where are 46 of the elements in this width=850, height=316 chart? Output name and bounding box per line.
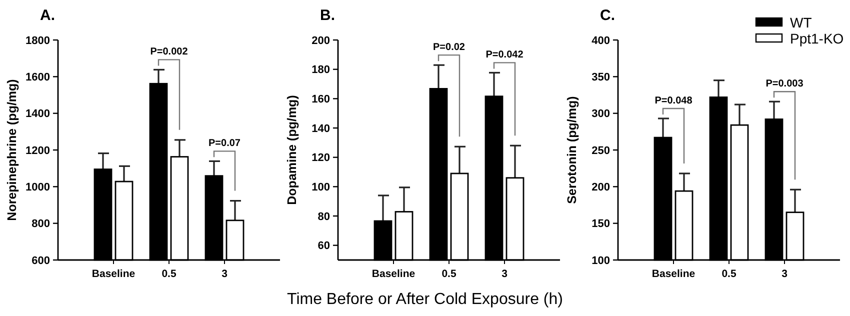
x-tick-label: 0.5: [442, 268, 456, 280]
x-tick-label: 0.5: [722, 268, 736, 280]
y-tick-label: 200: [312, 34, 330, 47]
x-tick-label: Baseline: [92, 268, 136, 280]
y-tick-label: 1000: [26, 182, 50, 194]
annotation: P=0.003: [766, 78, 804, 90]
x-axis-title: Time Before or After Cold Exposure (h): [287, 291, 563, 308]
y-tick-label: 180: [312, 64, 330, 76]
y-axis-title: Dopamine (pg/mg): [285, 95, 299, 205]
y-tick-label: 350: [592, 72, 610, 84]
annotation: P=0.048: [654, 95, 693, 106]
x-tick-label: 3: [502, 268, 508, 280]
y-tick-label: 160: [312, 94, 330, 106]
chart-title: C.: [600, 7, 615, 24]
y-tick-label: 120: [312, 152, 330, 164]
y-tick-label: 150: [592, 218, 610, 230]
y-tick-label: 1200: [26, 144, 50, 157]
annotation: P=0.07: [208, 138, 241, 150]
x-tick-label: Baseline: [372, 268, 416, 280]
y-tick-label: 1800: [26, 34, 50, 47]
y-tick-label: 400: [592, 34, 610, 47]
x-tick-label: 3: [222, 268, 228, 280]
x-tick-label: 3: [782, 268, 788, 280]
x-tick-label: 0.5: [162, 268, 176, 280]
y-tick-label: 60: [318, 240, 330, 252]
legend-label: WT: [790, 14, 812, 30]
y-tick-label: 250: [592, 144, 610, 157]
y-tick-label: 300: [592, 108, 610, 120]
chart-title: A.: [40, 7, 55, 24]
y-tick-label: 200: [592, 182, 610, 194]
y-tick-label: 100: [592, 254, 610, 267]
y-tick-label: 80: [318, 210, 330, 223]
annotation: P=0.02: [433, 42, 466, 54]
y-axis-title: Serotonin (pg/mg): [565, 96, 579, 204]
annotation: P=0.042: [486, 50, 524, 61]
chart-title: B.: [320, 7, 335, 24]
annotation: P=0.002: [150, 46, 188, 58]
x-tick-label: Baseline: [652, 268, 696, 280]
y-tick-label: 600: [32, 254, 50, 267]
y-tick-label: 140: [312, 122, 330, 135]
y-tick-label: 800: [32, 218, 50, 230]
legend-label: Ppt1-KO: [790, 30, 844, 46]
y-tick-label: 1400: [26, 108, 50, 120]
y-tick-label: 100: [312, 182, 330, 194]
y-axis-title: Norepinephrine (pg/mg): [5, 79, 19, 221]
y-tick-label: 1600: [26, 72, 50, 84]
